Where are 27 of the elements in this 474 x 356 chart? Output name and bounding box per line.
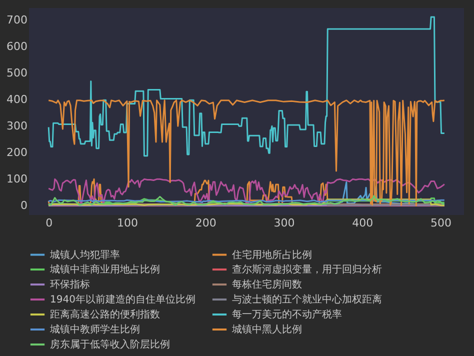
legend-label: 1940年以前建造的自住单位比例 [50, 294, 196, 306]
y-tick-label: 700 [6, 13, 28, 26]
y-tick-label: 400 [6, 93, 28, 106]
legend-label: 房东属于低等收入阶层比例 [50, 338, 170, 350]
y-tick-label: 200 [6, 146, 28, 160]
legend-label: 距离高速公路的便利指数 [50, 308, 160, 320]
legend-label: 与波士顿的五个就业中心加权距离 [232, 294, 382, 306]
x-tick-label: 400 [352, 216, 374, 230]
x-tick-label: 500 [430, 216, 452, 230]
x-tick-label: 100 [116, 216, 138, 230]
y-tick-label: 500 [6, 66, 28, 80]
legend-label: 每一万美元的不动产税率 [232, 308, 342, 320]
legend-label: 住宅用地所占比例 [232, 248, 312, 261]
legend-label: 城镇人均犯罪率 [49, 248, 120, 261]
x-tick-label: 200 [195, 216, 216, 230]
legend-label: 城镇中非商业用地占比例 [49, 264, 160, 276]
y-tick-label: 600 [6, 40, 28, 53]
y-tick-label: 100 [6, 172, 28, 186]
legend-label: 城镇中教师学生比例 [49, 324, 140, 336]
legend-label: 环保指标 [50, 278, 90, 290]
y-tick-label: 300 [6, 120, 28, 133]
legend-label: 查尔斯河虚拟变量，用于回归分析 [232, 264, 382, 276]
x-tick-label: 300 [274, 216, 295, 230]
legend-label: 每栋住宅房间数 [232, 278, 302, 290]
y-tick-label: 0 [20, 199, 28, 212]
legend-label: 城镇中黑人比例 [231, 324, 302, 336]
x-tick-label: 0 [46, 216, 53, 230]
